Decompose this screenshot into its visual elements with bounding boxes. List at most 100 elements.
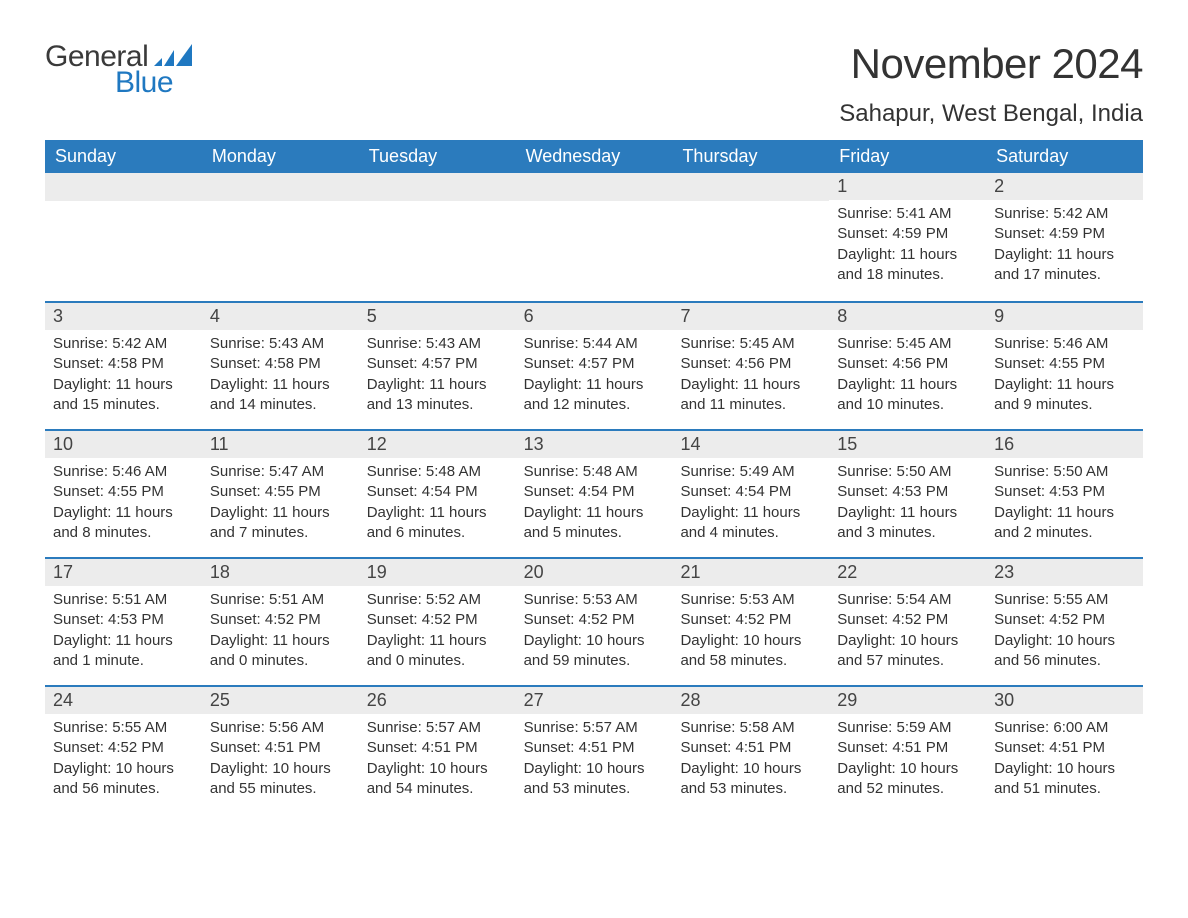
day-cell <box>672 173 829 301</box>
calendar: SundayMondayTuesdayWednesdayThursdayFrid… <box>45 140 1143 813</box>
sunset-line: Sunset: 4:54 PM <box>524 482 665 502</box>
sunset-line: Sunset: 4:52 PM <box>210 610 351 630</box>
sunrise-line: Sunrise: 5:49 AM <box>680 462 821 482</box>
day-content: Sunrise: 5:48 AMSunset: 4:54 PMDaylight:… <box>359 458 516 551</box>
weekday-header-cell: Wednesday <box>516 140 673 173</box>
daylight-line: Daylight: 11 hours and 14 minutes. <box>210 375 351 416</box>
day-cell: 25Sunrise: 5:56 AMSunset: 4:51 PMDayligh… <box>202 687 359 813</box>
day-content: Sunrise: 5:57 AMSunset: 4:51 PMDaylight:… <box>359 714 516 807</box>
sunrise-line: Sunrise: 5:43 AM <box>367 334 508 354</box>
daylight-line: Daylight: 10 hours and 55 minutes. <box>210 759 351 800</box>
daylight-line: Daylight: 11 hours and 7 minutes. <box>210 503 351 544</box>
daylight-line: Daylight: 11 hours and 13 minutes. <box>367 375 508 416</box>
day-cell: 28Sunrise: 5:58 AMSunset: 4:51 PMDayligh… <box>672 687 829 813</box>
sunset-line: Sunset: 4:52 PM <box>680 610 821 630</box>
day-content: Sunrise: 5:53 AMSunset: 4:52 PMDaylight:… <box>516 586 673 679</box>
sunrise-line: Sunrise: 5:45 AM <box>837 334 978 354</box>
day-content: Sunrise: 5:53 AMSunset: 4:52 PMDaylight:… <box>672 586 829 679</box>
weekday-header-cell: Monday <box>202 140 359 173</box>
sunrise-line: Sunrise: 5:53 AM <box>680 590 821 610</box>
day-number: 23 <box>986 559 1143 586</box>
day-number: 15 <box>829 431 986 458</box>
day-number: 20 <box>516 559 673 586</box>
daylight-line: Daylight: 10 hours and 53 minutes. <box>680 759 821 800</box>
day-cell: 11Sunrise: 5:47 AMSunset: 4:55 PMDayligh… <box>202 431 359 557</box>
day-cell: 4Sunrise: 5:43 AMSunset: 4:58 PMDaylight… <box>202 303 359 429</box>
sunrise-line: Sunrise: 5:47 AM <box>210 462 351 482</box>
daylight-line: Daylight: 10 hours and 53 minutes. <box>524 759 665 800</box>
day-content: Sunrise: 5:55 AMSunset: 4:52 PMDaylight:… <box>986 586 1143 679</box>
day-number: 19 <box>359 559 516 586</box>
week-row: 24Sunrise: 5:55 AMSunset: 4:52 PMDayligh… <box>45 685 1143 813</box>
sunrise-line: Sunrise: 5:57 AM <box>367 718 508 738</box>
day-number: 8 <box>829 303 986 330</box>
day-number: 1 <box>829 173 986 200</box>
sunset-line: Sunset: 4:56 PM <box>680 354 821 374</box>
daylight-line: Daylight: 11 hours and 8 minutes. <box>53 503 194 544</box>
empty-day-bar <box>516 173 673 201</box>
daylight-line: Daylight: 11 hours and 0 minutes. <box>367 631 508 672</box>
day-cell: 6Sunrise: 5:44 AMSunset: 4:57 PMDaylight… <box>516 303 673 429</box>
sunset-line: Sunset: 4:54 PM <box>367 482 508 502</box>
sunset-line: Sunset: 4:55 PM <box>210 482 351 502</box>
day-content: Sunrise: 5:51 AMSunset: 4:53 PMDaylight:… <box>45 586 202 679</box>
sunrise-line: Sunrise: 5:48 AM <box>367 462 508 482</box>
day-number: 3 <box>45 303 202 330</box>
sunrise-line: Sunrise: 5:55 AM <box>53 718 194 738</box>
daylight-line: Daylight: 11 hours and 18 minutes. <box>837 245 978 286</box>
sunset-line: Sunset: 4:58 PM <box>210 354 351 374</box>
sunrise-line: Sunrise: 5:42 AM <box>53 334 194 354</box>
day-number: 21 <box>672 559 829 586</box>
day-cell <box>202 173 359 301</box>
day-cell: 13Sunrise: 5:48 AMSunset: 4:54 PMDayligh… <box>516 431 673 557</box>
day-cell: 24Sunrise: 5:55 AMSunset: 4:52 PMDayligh… <box>45 687 202 813</box>
weekday-header-cell: Sunday <box>45 140 202 173</box>
day-cell: 16Sunrise: 5:50 AMSunset: 4:53 PMDayligh… <box>986 431 1143 557</box>
week-row: 3Sunrise: 5:42 AMSunset: 4:58 PMDaylight… <box>45 301 1143 429</box>
day-cell: 18Sunrise: 5:51 AMSunset: 4:52 PMDayligh… <box>202 559 359 685</box>
sunrise-line: Sunrise: 5:50 AM <box>994 462 1135 482</box>
day-content: Sunrise: 5:57 AMSunset: 4:51 PMDaylight:… <box>516 714 673 807</box>
sunset-line: Sunset: 4:58 PM <box>53 354 194 374</box>
day-number: 4 <box>202 303 359 330</box>
daylight-line: Daylight: 10 hours and 58 minutes. <box>680 631 821 672</box>
daylight-line: Daylight: 10 hours and 54 minutes. <box>367 759 508 800</box>
day-cell: 17Sunrise: 5:51 AMSunset: 4:53 PMDayligh… <box>45 559 202 685</box>
day-content: Sunrise: 5:46 AMSunset: 4:55 PMDaylight:… <box>986 330 1143 423</box>
day-number: 27 <box>516 687 673 714</box>
daylight-line: Daylight: 11 hours and 1 minute. <box>53 631 194 672</box>
sunrise-line: Sunrise: 5:45 AM <box>680 334 821 354</box>
day-number: 30 <box>986 687 1143 714</box>
sunset-line: Sunset: 4:52 PM <box>367 610 508 630</box>
day-content: Sunrise: 5:47 AMSunset: 4:55 PMDaylight:… <box>202 458 359 551</box>
day-cell: 19Sunrise: 5:52 AMSunset: 4:52 PMDayligh… <box>359 559 516 685</box>
location-subtitle: Sahapur, West Bengal, India <box>839 100 1143 128</box>
day-number: 18 <box>202 559 359 586</box>
sunset-line: Sunset: 4:52 PM <box>837 610 978 630</box>
day-cell: 20Sunrise: 5:53 AMSunset: 4:52 PMDayligh… <box>516 559 673 685</box>
day-number: 28 <box>672 687 829 714</box>
day-content: Sunrise: 5:43 AMSunset: 4:57 PMDaylight:… <box>359 330 516 423</box>
sunrise-line: Sunrise: 5:51 AM <box>53 590 194 610</box>
weekday-header-cell: Tuesday <box>359 140 516 173</box>
sunset-line: Sunset: 4:55 PM <box>53 482 194 502</box>
day-cell: 5Sunrise: 5:43 AMSunset: 4:57 PMDaylight… <box>359 303 516 429</box>
day-content: Sunrise: 5:52 AMSunset: 4:52 PMDaylight:… <box>359 586 516 679</box>
sunset-line: Sunset: 4:51 PM <box>994 738 1135 758</box>
day-content: Sunrise: 5:54 AMSunset: 4:52 PMDaylight:… <box>829 586 986 679</box>
day-content: Sunrise: 6:00 AMSunset: 4:51 PMDaylight:… <box>986 714 1143 807</box>
sunrise-line: Sunrise: 5:42 AM <box>994 204 1135 224</box>
daylight-line: Daylight: 10 hours and 51 minutes. <box>994 759 1135 800</box>
daylight-line: Daylight: 11 hours and 15 minutes. <box>53 375 194 416</box>
day-number: 12 <box>359 431 516 458</box>
week-row: 1Sunrise: 5:41 AMSunset: 4:59 PMDaylight… <box>45 173 1143 301</box>
sunset-line: Sunset: 4:54 PM <box>680 482 821 502</box>
day-number: 17 <box>45 559 202 586</box>
day-number: 11 <box>202 431 359 458</box>
day-cell: 2Sunrise: 5:42 AMSunset: 4:59 PMDaylight… <box>986 173 1143 301</box>
day-content: Sunrise: 5:42 AMSunset: 4:58 PMDaylight:… <box>45 330 202 423</box>
day-content: Sunrise: 5:41 AMSunset: 4:59 PMDaylight:… <box>829 200 986 293</box>
day-cell: 10Sunrise: 5:46 AMSunset: 4:55 PMDayligh… <box>45 431 202 557</box>
sunset-line: Sunset: 4:52 PM <box>53 738 194 758</box>
logo: General Blue <box>45 40 194 100</box>
